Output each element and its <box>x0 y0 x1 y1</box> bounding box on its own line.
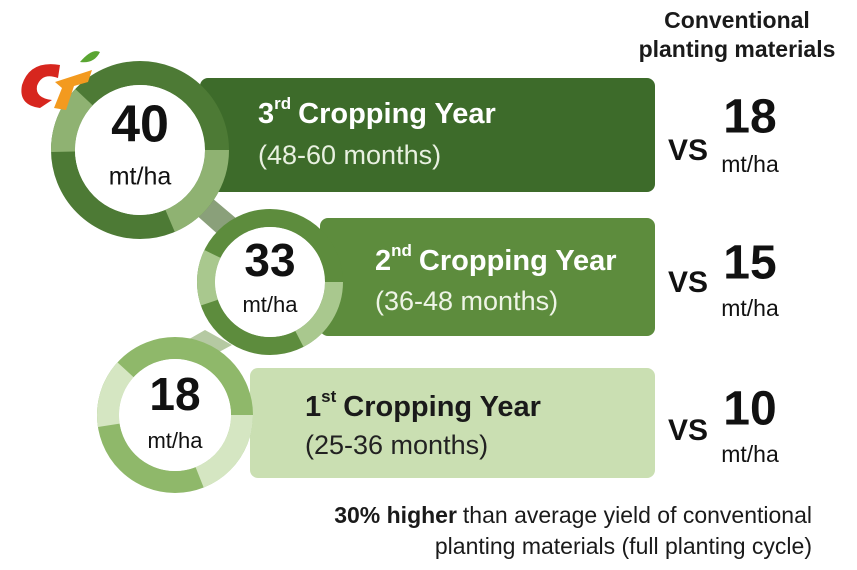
ring-inner <box>119 359 231 471</box>
row-title: 2nd Cropping Year <box>375 241 617 276</box>
logo <box>21 51 100 110</box>
yield-value: 40 <box>111 96 169 154</box>
title: Cropping Year <box>343 391 541 423</box>
yield-value: 18 <box>149 368 200 420</box>
row-title: 3rd Cropping Year <box>258 94 496 129</box>
footer-text: than average yield of conventional <box>463 502 812 528</box>
yield-unit: mt/ha <box>147 428 203 453</box>
ordinal: 1 <box>305 391 321 423</box>
ordinal: 3 <box>258 98 274 130</box>
yield-value: 33 <box>244 234 295 286</box>
bar <box>200 78 655 192</box>
conventional-unit: mt/ha <box>721 151 779 177</box>
yield-unit: mt/ha <box>109 163 172 191</box>
bar <box>320 218 655 336</box>
title: Cropping Year <box>298 98 496 130</box>
ordinal-suffix: st <box>321 387 336 406</box>
footer-highlight: 30% higher <box>334 502 457 528</box>
ring-segment <box>51 61 229 239</box>
ring-segment <box>197 209 343 355</box>
footer-line: planting materials (full planting cycle) <box>435 533 812 559</box>
vs: VS <box>668 414 708 447</box>
ordinal-suffix: nd <box>391 241 412 260</box>
conventional-value: 15 <box>723 237 776 290</box>
header-line: planting materials <box>639 36 836 62</box>
period: (48-60 months) <box>258 140 441 170</box>
ring-inner <box>75 85 205 215</box>
period: (25-36 months) <box>305 430 488 460</box>
conventional-unit: mt/ha <box>721 441 779 467</box>
period: (36-48 months) <box>375 286 558 316</box>
conventional-value: 18 <box>723 91 776 144</box>
vs: VS <box>668 134 708 167</box>
yield-unit: mt/ha <box>242 292 298 317</box>
ordinal-suffix: rd <box>274 94 291 113</box>
footer-line: 30% higher than average yield of conventi… <box>334 502 812 528</box>
ring-segment <box>97 337 253 493</box>
conventional-value: 10 <box>723 383 776 436</box>
header-line: Conventional <box>664 7 810 33</box>
ordinal: 2 <box>375 245 391 277</box>
vs: VS <box>668 266 708 299</box>
row-title: 1st Cropping Year <box>305 387 541 422</box>
conventional-unit: mt/ha <box>721 295 779 321</box>
title: Cropping Year <box>419 245 617 277</box>
ring-inner <box>215 227 325 337</box>
bar <box>250 368 655 478</box>
